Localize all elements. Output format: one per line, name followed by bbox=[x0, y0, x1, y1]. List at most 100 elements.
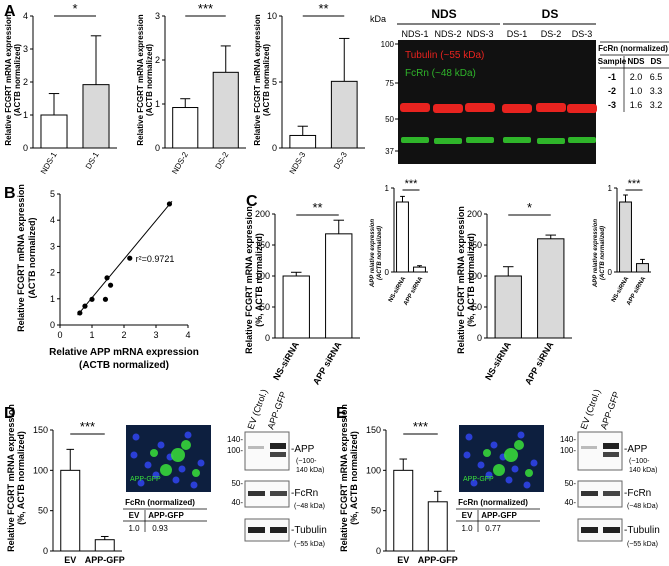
inset-y-label-1: APP relative expression bbox=[370, 219, 376, 288]
y-axis-label-line2: (ACTB normalized) bbox=[262, 44, 271, 116]
blot-kda-label: kDa bbox=[370, 14, 386, 24]
tubulin-label: -Tubulin bbox=[291, 525, 327, 536]
y-axis-label-line1: Relative FCGRT mRNA expression bbox=[244, 206, 254, 354]
panel-letter-D: D bbox=[4, 405, 16, 422]
x-tick-label: 0 bbox=[57, 330, 62, 340]
y-tick-label: 100 bbox=[366, 465, 381, 475]
y-axis-label-line2: (ACTB normalized) bbox=[13, 44, 22, 116]
table-header: Sample bbox=[598, 57, 627, 66]
y-tick-label: 0 bbox=[477, 333, 482, 343]
blot-marker: 37 bbox=[385, 147, 394, 156]
nucleus bbox=[132, 433, 140, 441]
fcrn-band bbox=[581, 491, 598, 496]
panelA-western-blot: kDa NDS DS NDS-1 NDS-2 NDS-3 DS-1 DS-2 DS-3 100 75… bbox=[370, 7, 597, 164]
significance-label: * bbox=[72, 1, 77, 16]
y-axis-label-line1: Relative FCGRT mRNA expression bbox=[4, 14, 13, 145]
tubulin-blot bbox=[577, 518, 623, 542]
significance-label: * bbox=[527, 200, 532, 215]
fcrn-band bbox=[434, 138, 462, 144]
gfp-cell bbox=[504, 448, 518, 462]
bar bbox=[172, 107, 199, 149]
nucleus bbox=[190, 481, 198, 489]
app-label: -APP bbox=[291, 444, 315, 455]
table-title: FcRn (normalized) bbox=[125, 498, 195, 507]
y-tick-label: 3 bbox=[155, 11, 160, 21]
y-axis-label-line1: Relative FCGRT mRNA expression bbox=[456, 206, 466, 354]
y-axis-label-line2: (%, ACTB normalized) bbox=[466, 233, 476, 327]
x-tick-label: DS-2 bbox=[214, 150, 231, 171]
app-band bbox=[581, 446, 597, 449]
inset-y-label-2: (ACTB normalized) bbox=[377, 226, 383, 280]
fcrn-band bbox=[603, 491, 620, 496]
bar bbox=[94, 539, 115, 552]
x-tick-label: 4 bbox=[185, 330, 190, 340]
y-tick-label: 0 bbox=[608, 268, 613, 277]
table-header: EV bbox=[129, 511, 140, 520]
tubulin-label: Tubulin (~55 kDa) bbox=[405, 50, 484, 61]
tubulin-band bbox=[567, 104, 597, 113]
y-tick-label: 0 bbox=[272, 143, 277, 153]
x-tick-label: NDS-3 bbox=[288, 150, 308, 176]
panelE-chart: 0 50 100 150 EV APP-GFP *** bbox=[366, 419, 458, 565]
blot-marker: 140- bbox=[227, 435, 243, 444]
fcrn-sub-label: (~48 kDa) bbox=[294, 503, 325, 510]
micrograph-label: APP-GFP bbox=[463, 476, 494, 483]
significance-label: *** bbox=[405, 178, 419, 190]
bar bbox=[212, 71, 239, 149]
panelD-y-axis-label: Relative FCGRT mRNA expression (%, ACTB n… bbox=[6, 404, 26, 552]
x-tick-label: EV bbox=[397, 555, 409, 565]
x-tick-label: APP-GFP bbox=[85, 555, 125, 565]
panelA-y-axis-label: Relative FCGRT mRNA expression (ACTB norm… bbox=[253, 14, 271, 145]
gfp-cell bbox=[171, 448, 185, 462]
table-row-label: -2 bbox=[608, 86, 616, 96]
panelB-scatter: 0 1 2 3 4 5 0 1 2 3 4 r²=0.9721 Relative FCGRT mRNA … bbox=[16, 184, 199, 371]
y-axis-label-line1: Relative FCGRT mRNA expression bbox=[136, 14, 145, 145]
y-axis-label-line2: (ACTB normalized) bbox=[145, 44, 154, 116]
blot-marker: 100 bbox=[381, 40, 395, 49]
blot-group-label: NDS bbox=[431, 7, 456, 21]
blot-lane-label: NDS-3 bbox=[466, 29, 493, 39]
data-point bbox=[166, 201, 173, 207]
nucleus bbox=[184, 431, 192, 439]
nucleus bbox=[152, 471, 160, 479]
y-tick-label: 50 bbox=[472, 302, 482, 312]
x-tick-label: NS-siRNA bbox=[483, 340, 513, 382]
y-axis-label-line2: (%, ACTB normalized) bbox=[254, 233, 264, 327]
y-tick-label: 1 bbox=[155, 99, 160, 109]
fcrn-band bbox=[270, 491, 287, 496]
table-header: APP-GFP bbox=[148, 511, 184, 520]
table-row-label: -3 bbox=[608, 100, 616, 110]
y-tick-label: 5 bbox=[272, 77, 277, 87]
panelB-x-label-2: (ACTB normalized) bbox=[79, 360, 169, 371]
significance-label: ** bbox=[312, 200, 322, 215]
y-axis-label-line1: Relative FCGRT mRNA expression bbox=[253, 14, 262, 145]
blot-lane-label: NDS-2 bbox=[434, 29, 461, 39]
table-title: FcRn (normalized) bbox=[598, 44, 668, 53]
panelB-y-label-2: (ACTB normalized) bbox=[27, 217, 37, 298]
tubulin-band bbox=[603, 527, 620, 533]
y-tick-label: 150 bbox=[467, 240, 482, 250]
table-cell: 1.6 bbox=[630, 100, 643, 110]
panelC-chart-1: 0 50 100 150 200 NS-siRNA APP siRNA ** bbox=[255, 200, 360, 386]
bar bbox=[494, 275, 522, 339]
table-cell: 3.2 bbox=[650, 100, 663, 110]
bar bbox=[413, 266, 426, 273]
panel-letter-C: C bbox=[246, 193, 258, 210]
y-tick-label: 3 bbox=[50, 241, 55, 251]
y-tick-label: 50 bbox=[260, 302, 270, 312]
nucleus bbox=[470, 479, 478, 487]
table-header: EV bbox=[462, 511, 473, 520]
table-header: APP-GFP bbox=[481, 511, 517, 520]
tubulin-band bbox=[581, 527, 598, 533]
inset-y-label-1: APP relative expression bbox=[593, 219, 599, 288]
x-tick-label: 2 bbox=[121, 330, 126, 340]
app-sub-label: 140 kDa) bbox=[629, 467, 657, 474]
panelA-chart-2: 0 1 2 3 NDS-2 DS-2 *** bbox=[155, 1, 246, 176]
fcrn-label: -FcRn bbox=[291, 488, 318, 499]
data-point bbox=[104, 275, 110, 281]
nucleus bbox=[465, 433, 473, 441]
table-header: DS bbox=[650, 57, 662, 66]
panelB-x-label-1: Relative APP mRNA expression bbox=[49, 347, 199, 358]
panelA-chart-3: 0 5 10 NDS-3 DS-3 ** bbox=[267, 1, 365, 176]
